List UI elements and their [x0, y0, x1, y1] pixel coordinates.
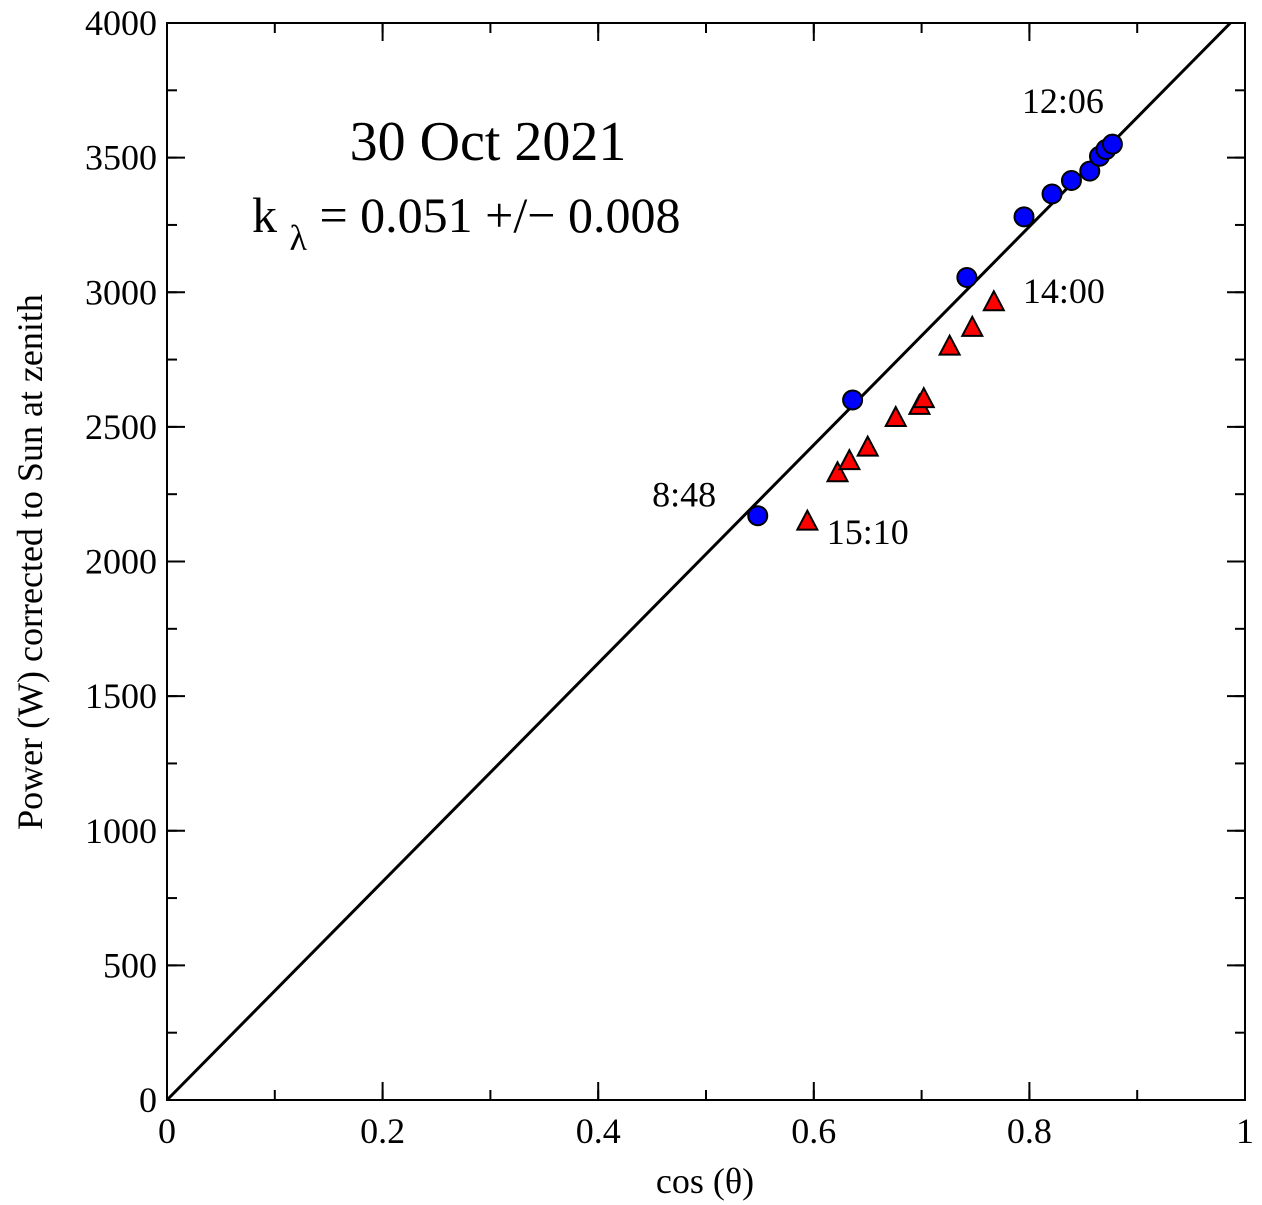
major-ticks: [166, 22, 1246, 1101]
triangle-point: [837, 447, 862, 471]
fit-k: k: [252, 187, 277, 243]
minor-ticks: [166, 22, 1246, 1101]
triangle-point: [795, 508, 819, 531]
triangle-point: [982, 289, 1006, 312]
circle-point: [747, 505, 769, 527]
x-tick-label: 0.4: [576, 1111, 621, 1151]
points-layer: [747, 133, 1123, 531]
triangle-point: [937, 333, 962, 356]
x-tick-label: 0.2: [360, 1111, 405, 1151]
y-tick-label: 2500: [85, 407, 157, 447]
circle-point: [1041, 183, 1063, 205]
y-axis-label: Power (W) corrected to Sun at zenith: [10, 294, 50, 830]
annot-layer: 12:06 14:00 8:48 15:10: [652, 81, 1105, 552]
triangle-point: [912, 386, 936, 409]
y-tick-label: 2000: [85, 542, 157, 582]
circle-point: [1060, 170, 1082, 192]
time-annotation: 12:06: [1022, 81, 1104, 121]
x-tick-label: 0.8: [1007, 1111, 1052, 1151]
circle-point: [956, 266, 978, 288]
x-tick-label: 0.6: [791, 1111, 836, 1151]
chart-title: 30 Oct 2021: [350, 111, 627, 173]
triangle-point: [856, 434, 880, 457]
fit-k-value: = 0.051 +/− 0.008: [319, 187, 680, 243]
x-axis-label: cos (θ): [656, 1161, 754, 1201]
y-tick-label: 3500: [85, 138, 157, 178]
circle-point: [1101, 133, 1123, 155]
fit-k-subscript: λ: [290, 218, 308, 258]
time-annotation: 8:48: [652, 474, 716, 514]
time-annotation: 15:10: [827, 512, 909, 552]
y-tick-label: 4000: [85, 3, 157, 43]
circle-point: [842, 389, 864, 411]
triangle-point: [960, 314, 984, 337]
x-tick-label: 1: [1236, 1111, 1254, 1151]
y-tick-label: 500: [103, 945, 157, 985]
triangle-point: [825, 460, 850, 483]
y-tick-label: 1500: [85, 676, 157, 716]
fit-coefficient: k λ = 0.051 +/− 0.008: [252, 187, 680, 261]
circle-point: [1013, 206, 1035, 228]
y-tick-label: 1000: [85, 811, 157, 851]
tick-labels: 0 0.2 0.4 0.6 0.8 1 0 500 1000 1500 2000 2500 3000 35…: [85, 3, 1254, 1151]
time-annotation: 14:00: [1023, 271, 1105, 311]
circle-point: [1079, 160, 1101, 182]
y-tick-label: 3000: [85, 272, 157, 312]
plot-frame: [166, 22, 1246, 1101]
y-tick-label: 0: [139, 1080, 157, 1120]
triangle-point: [884, 404, 908, 428]
x-tick-label: 0: [158, 1111, 176, 1151]
